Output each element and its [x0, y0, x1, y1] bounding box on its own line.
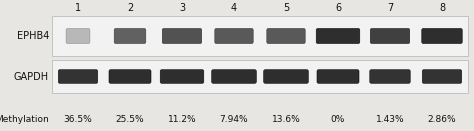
FancyBboxPatch shape — [422, 29, 462, 43]
Text: 0%: 0% — [331, 114, 345, 124]
Text: 13.6%: 13.6% — [272, 114, 301, 124]
Bar — [52, 16, 468, 56]
Bar — [52, 60, 468, 93]
FancyBboxPatch shape — [109, 70, 151, 83]
FancyBboxPatch shape — [212, 70, 256, 83]
Text: 6: 6 — [335, 3, 341, 13]
Text: Methylation: Methylation — [0, 114, 49, 124]
Text: EPHB4: EPHB4 — [17, 31, 49, 41]
Text: GAPDH: GAPDH — [14, 72, 49, 81]
Text: 4: 4 — [231, 3, 237, 13]
Text: 36.5%: 36.5% — [64, 114, 92, 124]
FancyBboxPatch shape — [215, 29, 253, 43]
Text: 3: 3 — [179, 3, 185, 13]
FancyBboxPatch shape — [267, 29, 305, 43]
FancyBboxPatch shape — [370, 29, 410, 43]
Text: 2.86%: 2.86% — [428, 114, 456, 124]
Text: 5: 5 — [283, 3, 289, 13]
Text: 2: 2 — [127, 3, 133, 13]
Text: 8: 8 — [439, 3, 445, 13]
FancyBboxPatch shape — [317, 70, 359, 83]
Text: 11.2%: 11.2% — [168, 114, 196, 124]
Text: 1: 1 — [75, 3, 81, 13]
FancyBboxPatch shape — [160, 70, 204, 83]
Text: 7: 7 — [387, 3, 393, 13]
Text: 7.94%: 7.94% — [219, 114, 248, 124]
FancyBboxPatch shape — [66, 29, 90, 43]
FancyBboxPatch shape — [114, 29, 146, 43]
FancyBboxPatch shape — [264, 70, 308, 83]
FancyBboxPatch shape — [370, 70, 410, 83]
FancyBboxPatch shape — [162, 29, 202, 43]
FancyBboxPatch shape — [316, 29, 360, 43]
FancyBboxPatch shape — [58, 70, 98, 83]
FancyBboxPatch shape — [422, 70, 462, 83]
Text: 1.43%: 1.43% — [376, 114, 404, 124]
Text: 25.5%: 25.5% — [116, 114, 144, 124]
